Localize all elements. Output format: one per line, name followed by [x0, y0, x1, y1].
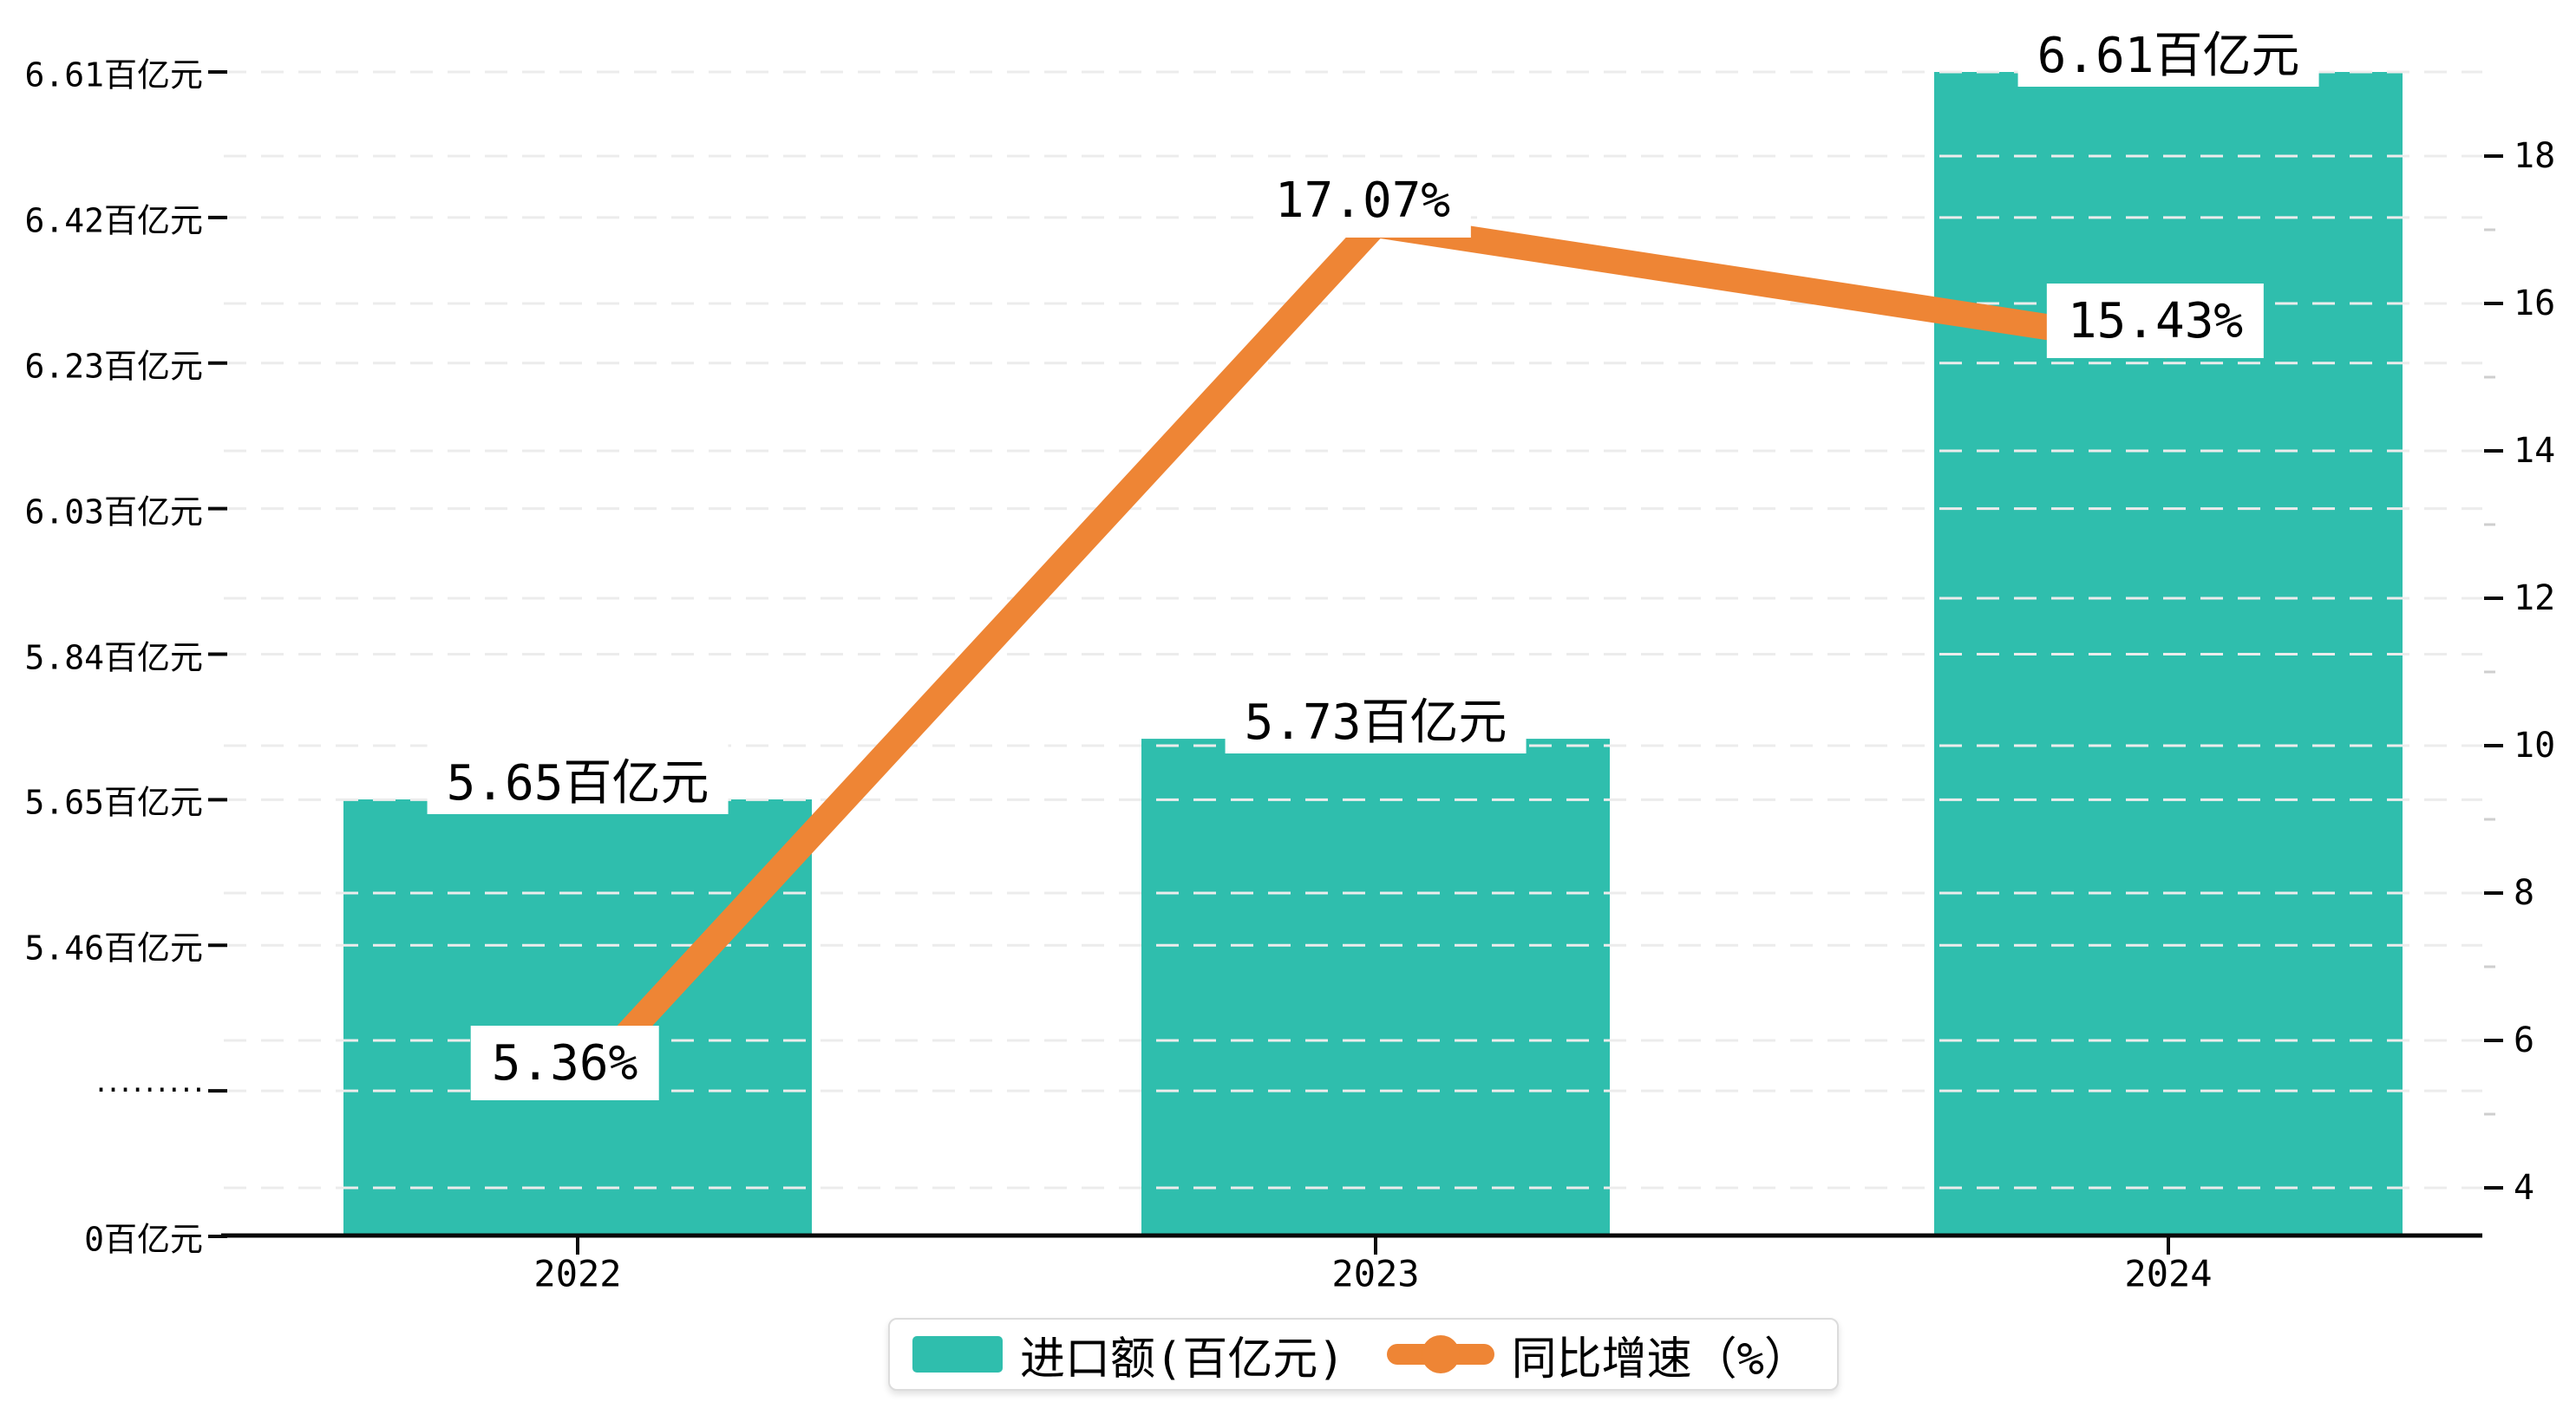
x-axis-line [221, 1233, 2482, 1238]
bar-2023[interactable] [1141, 739, 1610, 1236]
left-axis-tick-label: 5.65百亿元 [24, 783, 203, 822]
line-series-marker-icon [1386, 1334, 1494, 1374]
legend: 进口额(百亿元) 同比增速（%） [888, 1318, 1839, 1391]
left-axis-tick-label: 6.03百亿元 [24, 492, 203, 531]
right-axis-tick-label: 12 [2514, 578, 2556, 618]
right-axis-tick-label: 16 [2514, 284, 2556, 323]
right-axis-tick-label: 4 [2514, 1168, 2535, 1208]
right-axis-tick-label: 8 [2514, 873, 2535, 913]
left-axis-break-label: ········· [93, 1075, 206, 1106]
bar-value-label: 5.73百亿元 [1225, 682, 1527, 754]
left-axis-tick-label: 5.46百亿元 [24, 929, 203, 968]
line-value-label: 15.43% [2046, 284, 2265, 359]
left-axis-tick-label: 5.84百亿元 [24, 638, 203, 676]
bar-value-label: 6.61百亿元 [2017, 16, 2319, 87]
legend-item-line-series[interactable]: 同比增速（%） [1386, 1322, 1809, 1387]
right-axis-tick-label: 6 [2514, 1020, 2535, 1060]
legend-item-bar-series[interactable]: 进口额(百亿元) [912, 1322, 1345, 1387]
bar-series-swatch-icon [912, 1336, 1003, 1373]
left-axis-tick-label: 0百亿元 [84, 1220, 203, 1259]
legend-line-label: 同比增速（%） [1511, 1333, 1809, 1386]
line-value-label: 17.07% [1253, 163, 1472, 238]
left-axis-tick-label: 6.23百亿元 [24, 347, 203, 386]
x-axis-label-2022: 2022 [533, 1252, 622, 1295]
x-axis-label-2024: 2024 [2124, 1252, 2213, 1295]
left-axis-tick-label: 6.42百亿元 [24, 201, 203, 240]
right-axis-tick-label: 18 [2514, 136, 2556, 176]
line-value-label: 5.36% [470, 1026, 659, 1101]
right-axis-tick-label: 14 [2514, 431, 2556, 471]
right-axis-tick-label: 10 [2514, 726, 2556, 766]
bar-value-label: 5.65百亿元 [427, 743, 729, 814]
x-axis-label-2023: 2023 [1331, 1252, 1420, 1295]
legend-bar-label: 进口额(百亿元) [1020, 1333, 1345, 1386]
left-axis-tick-label: 6.61百亿元 [24, 55, 203, 95]
bar-2022[interactable] [343, 799, 812, 1236]
